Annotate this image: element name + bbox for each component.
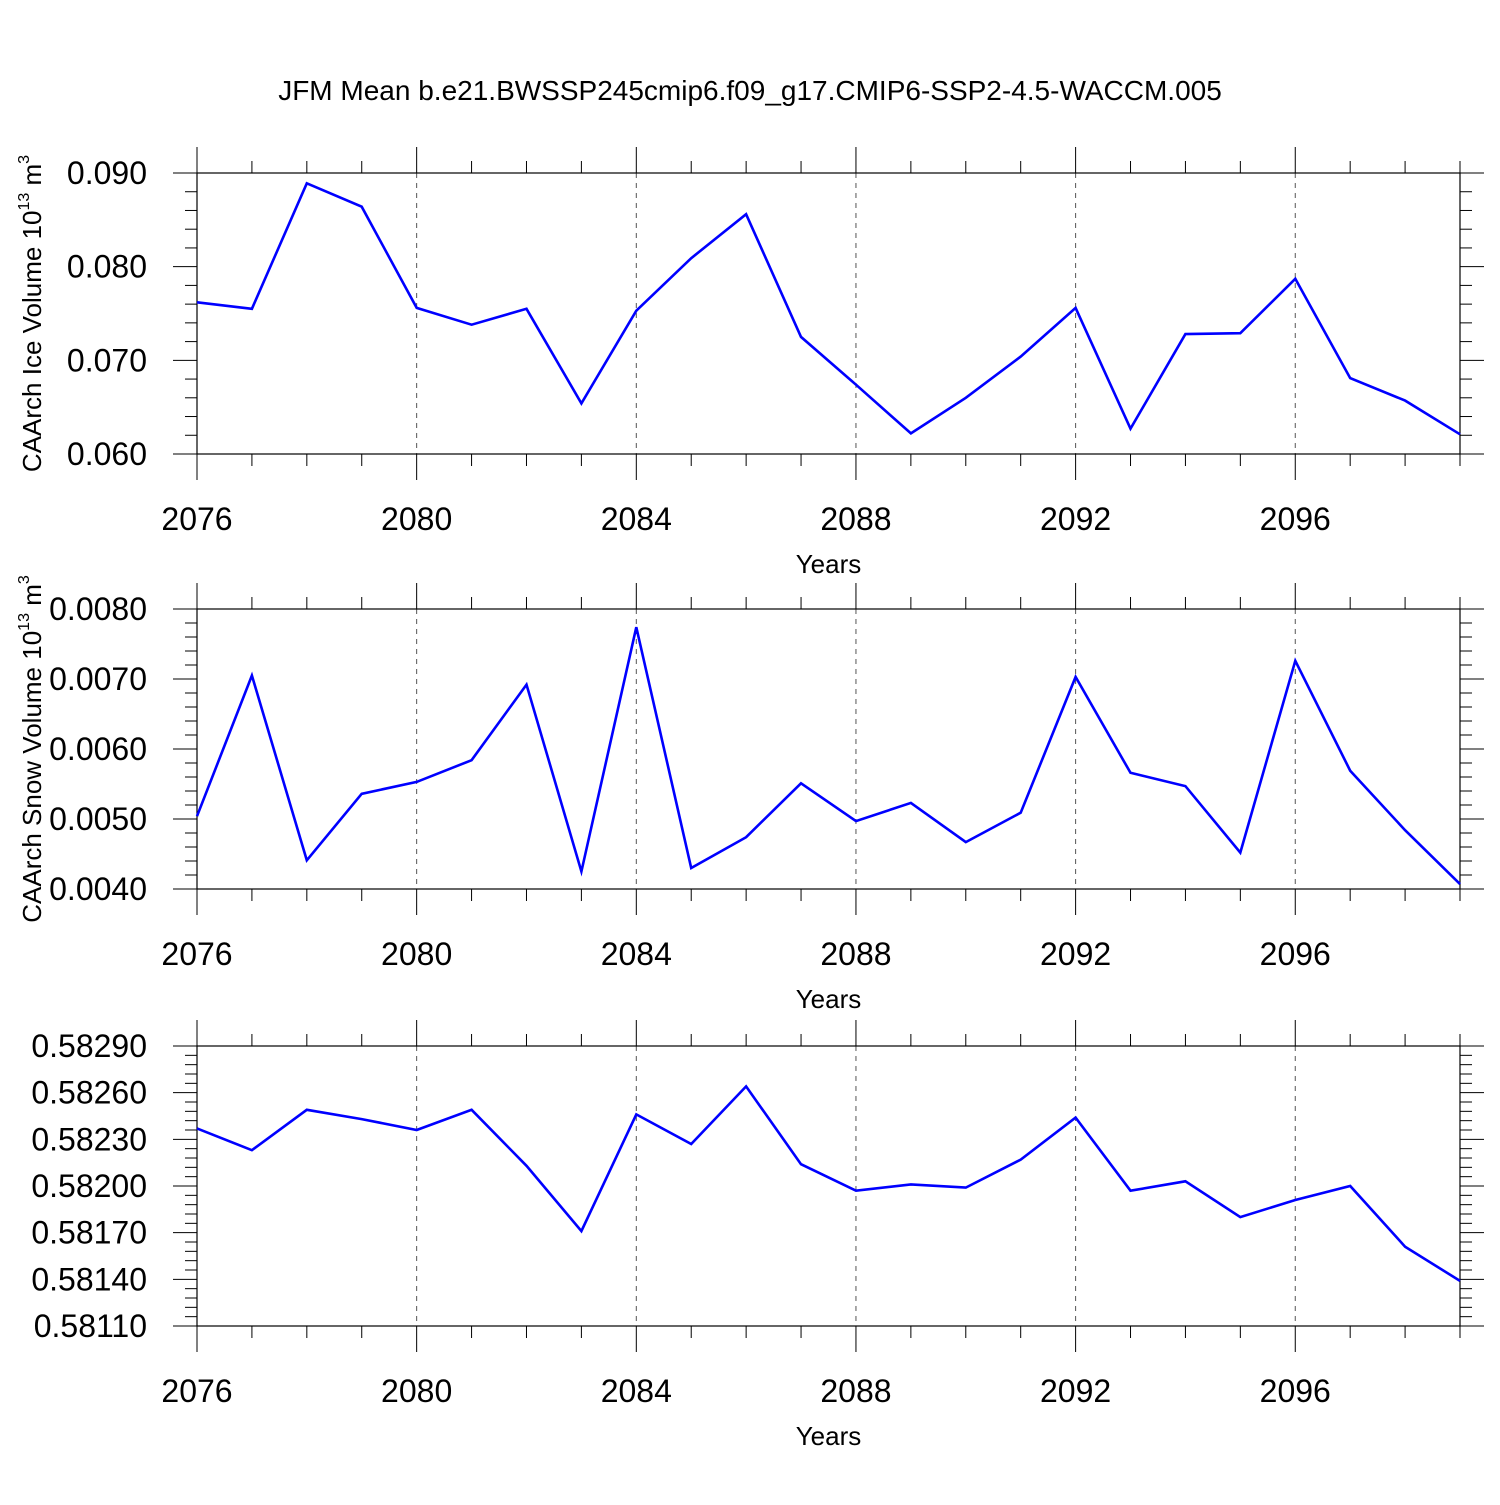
x-tick-label: 2088 [820,501,891,537]
x-tick-label: 2092 [1040,501,1111,537]
y-axis-label-exponent: 13 [16,193,33,211]
x-axis-label: Years [796,1421,862,1451]
y-axis-label-text: CAArch Ice Volume 10 [17,211,47,473]
panel-3: 0.58110 0.58140 0.58170 0.58200 0.58230 0.582… [31,1020,1484,1451]
y-tick-label: 0.070 [67,342,147,378]
y-tick-label: 0.0080 [49,591,147,627]
y-tick-label: 0.58140 [31,1261,147,1297]
x-axis-label: Years [796,984,862,1014]
chart-title: JFM Mean b.e21.BWSSP245cmip6.f09_g17.CMI… [278,75,1222,106]
x-tick-label: 2092 [1040,936,1111,972]
panel-2: 0.0040 0.0050 0.0060 0.0070 0.0080 2076 2080 20… [16,575,1484,1014]
y-axis-label-unit-exponent: 3 [16,575,33,584]
x-tick-label: 2088 [820,1373,891,1409]
x-tick-label: 2080 [381,501,452,537]
y-tick-label: 0.060 [67,436,147,472]
x-tick-label: 2096 [1260,501,1331,537]
panel-1: 0.060 0.070 0.080 0.090 2076 2080 2084 2088 2092… [16,147,1484,579]
y-axis-label-unit: m [17,584,47,613]
x-tick-label: 2080 [381,1373,452,1409]
series-line [196,1084,1461,1283]
y-tick-label: 0.58230 [31,1121,147,1157]
x-tick-label: 2080 [381,936,452,972]
x-tick-label: 2076 [161,1373,232,1409]
x-tick-label: 2084 [601,501,672,537]
y-axis-label-exponent: 13 [16,613,33,631]
y-tick-label: 0.0050 [49,801,147,837]
x-tick-label: 2096 [1260,1373,1331,1409]
y-tick-label: 0.0040 [49,871,147,907]
plot-frame [196,172,1461,455]
series-line [196,181,1461,436]
x-axis-label: Years [796,549,862,579]
x-tick-label: 2076 [161,501,232,537]
y-axis-label-text: CAArch Snow Volume 10 [17,631,47,923]
y-tick-label: 0.080 [67,249,147,285]
plot-frame [196,1045,1461,1327]
y-tick-label: 0.58290 [31,1028,147,1064]
y-tick-label: 0.58260 [31,1075,147,1111]
y-axis-label: CAArch Ice Volume 1013 m3 [16,155,47,472]
x-tick-label: 2084 [601,936,672,972]
y-axis-label-unit: m [17,164,47,193]
series-line [195,626,1461,886]
y-tick-label: 0.090 [67,155,147,191]
y-axis-label-unit-exponent: 3 [16,155,33,164]
x-tick-label: 2092 [1040,1373,1111,1409]
y-tick-label: 0.0060 [49,731,147,767]
y-tick-label: 0.0070 [49,661,147,697]
x-tick-label: 2096 [1260,936,1331,972]
y-tick-label: 0.58170 [31,1215,147,1251]
x-tick-label: 2076 [161,936,232,972]
y-axis-label: CAArch Snow Volume 1013 m3 [16,575,47,923]
x-tick-label: 2084 [601,1373,672,1409]
x-tick-label: 2088 [820,936,891,972]
y-tick-label: 0.58110 [34,1308,147,1344]
y-tick-label: 0.58200 [31,1168,147,1204]
